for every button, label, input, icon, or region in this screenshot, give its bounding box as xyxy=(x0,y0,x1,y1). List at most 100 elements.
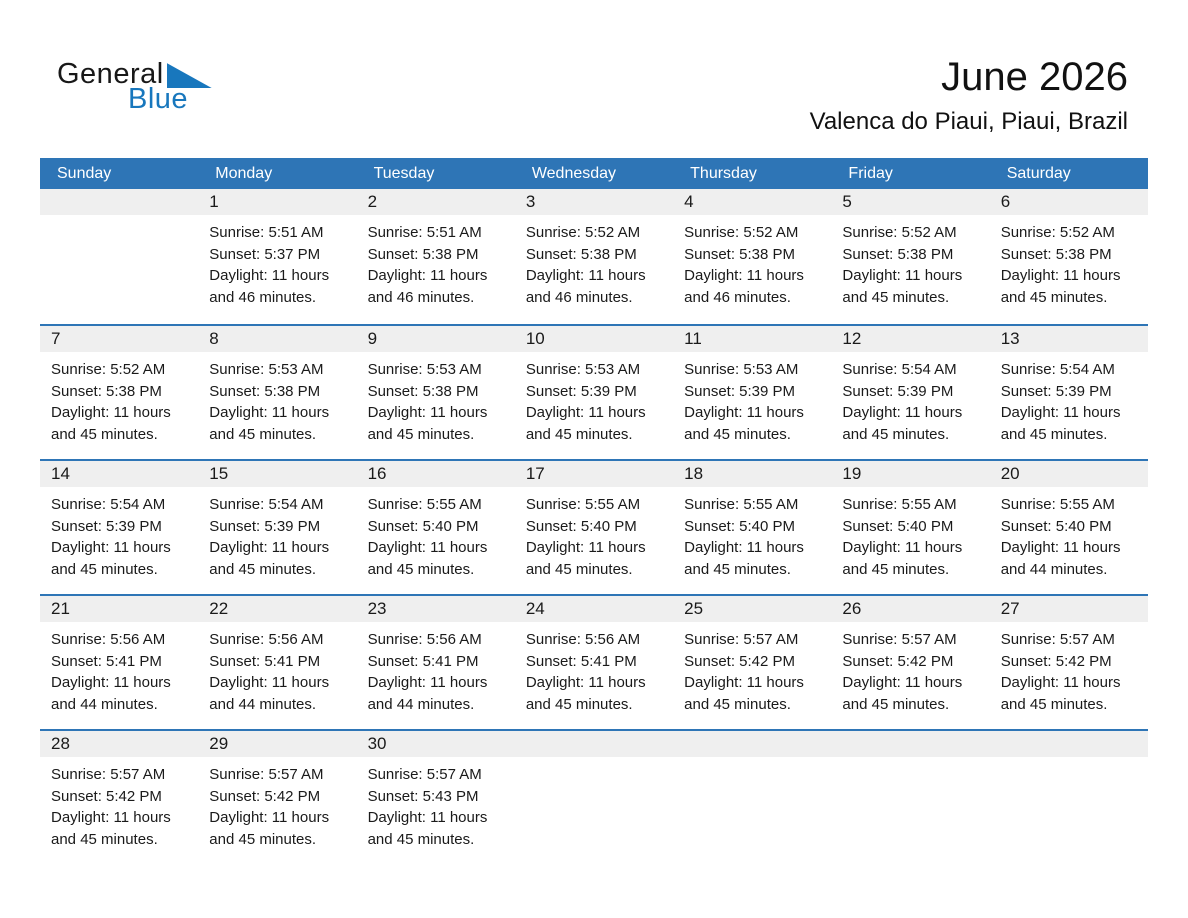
logo-text-blue: Blue xyxy=(128,83,189,115)
date-number: 1 xyxy=(198,189,357,215)
daylight-line: Daylight: 11 hours and 45 minutes. xyxy=(842,674,963,713)
weekday-header-monday: Monday xyxy=(215,164,273,182)
date-number: 28 xyxy=(40,731,199,757)
weekday-header-saturday: Saturday xyxy=(1006,164,1071,182)
date-number: 16 xyxy=(356,461,515,487)
date-number: 13 xyxy=(989,326,1148,352)
day-details xyxy=(831,757,989,764)
day-details: Sunrise: 5:56 AM Sunset: 5:41 PM Daylight:… xyxy=(515,622,673,715)
date-number: 5 xyxy=(831,189,990,215)
date-number: 7 xyxy=(40,326,199,352)
day-cell-12: 12 Sunrise: 5:54 AM Sunset: 5:39 PM Dayligh… xyxy=(831,326,990,459)
sunrise-line: Sunrise: 5:57 AM xyxy=(209,766,324,783)
sunrise-line: Sunrise: 5:52 AM xyxy=(51,361,166,378)
daylight-line: Daylight: 11 hours and 45 minutes. xyxy=(684,404,804,443)
day-cell-27: 27 Sunrise: 5:57 AM Sunset: 5:42 PM Dayligh… xyxy=(989,596,1148,729)
day-cell-empty xyxy=(673,731,832,864)
daylight-line: Daylight: 11 hours and 44 minutes. xyxy=(1000,539,1121,578)
sunrise-line: Sunrise: 5:55 AM xyxy=(525,496,641,513)
sunrise-line: Sunrise: 5:51 AM xyxy=(209,224,324,241)
day-details: Sunrise: 5:56 AM Sunset: 5:41 PM Daylight:… xyxy=(198,622,356,715)
day-cell-25: 25 Sunrise: 5:57 AM Sunset: 5:42 PM Dayligh… xyxy=(673,596,832,729)
title-block: June 2026 Valenca do Piaui, Piaui, Brazi… xyxy=(810,56,1128,136)
day-cell-19: 19 Sunrise: 5:55 AM Sunset: 5:40 PM Dayligh… xyxy=(831,461,990,594)
day-cell-3: 3 Sunrise: 5:52 AM Sunset: 5:38 PM Daylight… xyxy=(514,189,674,324)
day-details: Sunrise: 5:55 AM Sunset: 5:40 PM Daylight:… xyxy=(515,487,673,580)
sunrise-line: Sunrise: 5:51 AM xyxy=(367,224,482,241)
weekday-header-wednesday: Wednesday xyxy=(531,164,617,182)
day-details: Sunrise: 5:57 AM Sunset: 5:42 PM Daylight:… xyxy=(198,757,356,850)
day-details: Sunrise: 5:53 AM Sunset: 5:39 PM Daylight:… xyxy=(673,352,831,445)
day-cell-24: 24 Sunrise: 5:56 AM Sunset: 5:41 PM Dayligh… xyxy=(514,596,674,729)
day-details: Sunrise: 5:55 AM Sunset: 5:40 PM Daylight:… xyxy=(673,487,831,580)
sunrise-line: Sunrise: 5:52 AM xyxy=(1000,224,1115,241)
date-number: 23 xyxy=(356,596,515,622)
date-number: 24 xyxy=(514,596,674,622)
sunset-line: Sunset: 5:42 PM xyxy=(842,652,954,670)
sunset-line: Sunset: 5:42 PM xyxy=(684,652,796,670)
sunrise-line: Sunrise: 5:54 AM xyxy=(209,496,324,513)
sunset-line: Sunset: 5:38 PM xyxy=(367,245,479,263)
calendar-weeks: 1 Sunrise: 5:51 AM Sunset: 5:37 PM Daylight… xyxy=(40,189,1148,864)
sunrise-line: Sunrise: 5:57 AM xyxy=(842,631,957,648)
day-details: Sunrise: 5:56 AM Sunset: 5:41 PM Daylight:… xyxy=(357,622,515,715)
logo-triangle-icon xyxy=(166,63,212,88)
day-cell-10: 10 Sunrise: 5:53 AM Sunset: 5:39 PM Dayligh… xyxy=(514,326,674,459)
sunset-line: Sunset: 5:41 PM xyxy=(209,652,321,670)
date-number: 19 xyxy=(831,461,990,487)
day-details: Sunrise: 5:55 AM Sunset: 5:40 PM Daylight:… xyxy=(831,487,989,580)
day-details: Sunrise: 5:54 AM Sunset: 5:39 PM Daylight:… xyxy=(198,487,356,580)
day-details: Sunrise: 5:54 AM Sunset: 5:39 PM Daylight:… xyxy=(990,352,1148,445)
sunset-line: Sunset: 5:42 PM xyxy=(209,787,321,805)
date-number: 10 xyxy=(514,326,674,352)
day-cell-18: 18 Sunrise: 5:55 AM Sunset: 5:40 PM Dayligh… xyxy=(673,461,832,594)
sunrise-line: Sunrise: 5:53 AM xyxy=(367,361,482,378)
day-cell-empty xyxy=(40,189,199,324)
day-cell-6: 6 Sunrise: 5:52 AM Sunset: 5:38 PM Daylight… xyxy=(989,189,1148,324)
daylight-line: Daylight: 11 hours and 46 minutes. xyxy=(525,267,646,306)
sunrise-line: Sunrise: 5:56 AM xyxy=(51,631,166,648)
day-cell-21: 21 Sunrise: 5:56 AM Sunset: 5:41 PM Dayligh… xyxy=(40,596,199,729)
day-cell-13: 13 Sunrise: 5:54 AM Sunset: 5:39 PM Dayligh… xyxy=(989,326,1148,459)
sunset-line: Sunset: 5:39 PM xyxy=(51,517,162,535)
date-number: 26 xyxy=(831,596,990,622)
day-cell-8: 8 Sunrise: 5:53 AM Sunset: 5:38 PM Daylight… xyxy=(198,326,357,459)
day-cell-15: 15 Sunrise: 5:54 AM Sunset: 5:39 PM Dayligh… xyxy=(198,461,357,594)
date-number: 3 xyxy=(514,189,674,215)
sunset-line: Sunset: 5:38 PM xyxy=(209,382,321,400)
sunrise-line: Sunrise: 5:57 AM xyxy=(684,631,799,648)
daylight-line: Daylight: 11 hours and 44 minutes. xyxy=(367,674,488,713)
sunrise-line: Sunrise: 5:56 AM xyxy=(209,631,324,648)
sunset-line: Sunset: 5:39 PM xyxy=(525,382,637,400)
weekday-header-tuesday: Tuesday xyxy=(373,164,435,182)
logo-text-general: General xyxy=(57,58,164,90)
sunset-line: Sunset: 5:38 PM xyxy=(1000,245,1112,263)
page-title: June 2026 xyxy=(941,55,1128,99)
daylight-line: Daylight: 11 hours and 45 minutes. xyxy=(842,404,963,443)
day-details xyxy=(515,757,673,764)
daylight-line: Daylight: 11 hours and 45 minutes. xyxy=(367,809,488,848)
date-number: 12 xyxy=(831,326,990,352)
day-cell-20: 20 Sunrise: 5:55 AM Sunset: 5:40 PM Dayligh… xyxy=(989,461,1148,594)
date-number: 4 xyxy=(673,189,832,215)
sunset-line: Sunset: 5:37 PM xyxy=(209,245,321,263)
sunset-line: Sunset: 5:41 PM xyxy=(525,652,637,670)
day-details: Sunrise: 5:52 AM Sunset: 5:38 PM Daylight:… xyxy=(40,352,198,445)
date-number: 2 xyxy=(356,189,515,215)
day-cell-29: 29 Sunrise: 5:57 AM Sunset: 5:42 PM Dayligh… xyxy=(198,731,357,864)
day-details: Sunrise: 5:57 AM Sunset: 5:42 PM Daylight:… xyxy=(831,622,989,715)
date-band-empty xyxy=(40,189,199,215)
sunrise-line: Sunrise: 5:55 AM xyxy=(367,496,482,513)
day-details: Sunrise: 5:51 AM Sunset: 5:38 PM Daylight:… xyxy=(357,215,515,308)
day-cell-23: 23 Sunrise: 5:56 AM Sunset: 5:41 PM Dayligh… xyxy=(356,596,515,729)
day-cell-empty xyxy=(989,731,1148,864)
sunrise-line: Sunrise: 5:56 AM xyxy=(367,631,482,648)
date-number: 27 xyxy=(989,596,1148,622)
date-number: 29 xyxy=(198,731,357,757)
day-cell-17: 17 Sunrise: 5:55 AM Sunset: 5:40 PM Dayligh… xyxy=(514,461,674,594)
date-number: 22 xyxy=(198,596,357,622)
general-blue-logo: General Blue xyxy=(57,60,212,114)
page-header: General Blue June 2026 Valenca do Piaui,… xyxy=(0,0,1188,158)
date-number: 15 xyxy=(198,461,357,487)
sunrise-line: Sunrise: 5:53 AM xyxy=(684,361,799,378)
